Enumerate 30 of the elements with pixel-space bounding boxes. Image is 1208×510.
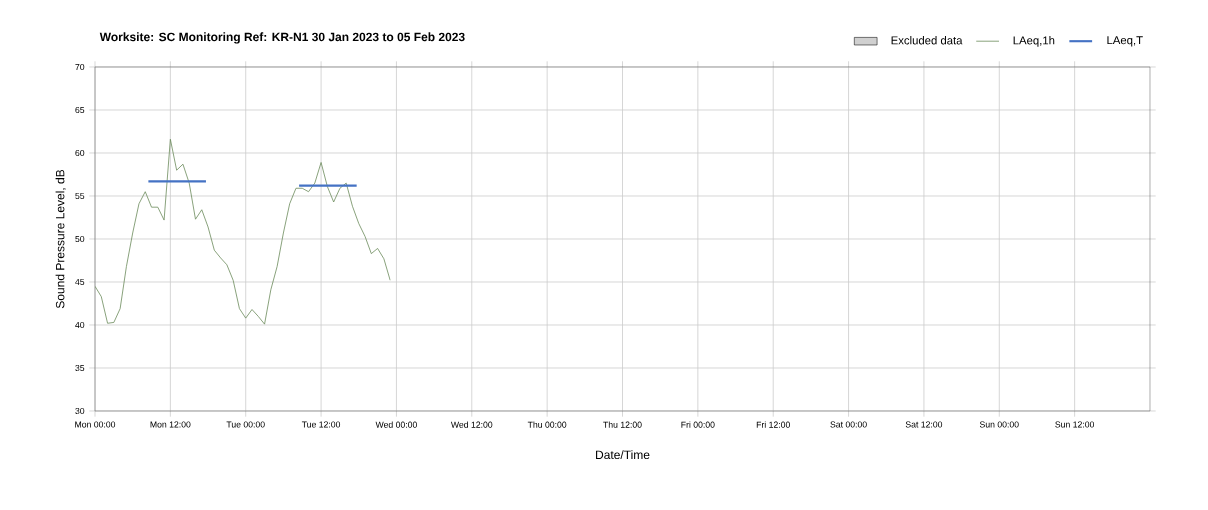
- y-tick-label: 60: [75, 149, 85, 157]
- x-tick-label: Thu 12:00: [603, 421, 642, 428]
- x-tick-label: Wed 00:00: [375, 421, 417, 428]
- y-tick-label: 30: [75, 407, 85, 415]
- x-tick-label: Fri 00:00: [681, 421, 715, 428]
- y-tick-label: 40: [75, 321, 85, 329]
- legend-label: LAeq,1h: [1013, 36, 1055, 47]
- x-tick-label: Sun 12:00: [1055, 421, 1095, 428]
- legend-label: LAeq,T: [1107, 36, 1143, 47]
- chart-title: Worksite: SC Monitoring Ref: KR-N1 30 Jan 2023 to 05 Feb 2023: [99, 32, 465, 44]
- y-tick-label: 55: [75, 192, 85, 200]
- y-tick-label: 35: [75, 364, 85, 372]
- y-axis-title: Sound Pressure Level, dB: [55, 169, 66, 309]
- legend-label: Excluded data: [891, 36, 963, 45]
- x-tick-label: Fri 12:00: [756, 421, 790, 428]
- x-tick-label: Tue 00:00: [226, 421, 265, 428]
- x-tick-label: Sat 12:00: [905, 421, 943, 428]
- y-tick-label: 45: [75, 278, 85, 286]
- line-series: [95, 138, 391, 325]
- x-tick-label: Mon 12:00: [150, 421, 191, 428]
- y-tick-label: 65: [75, 106, 85, 114]
- x-tick-label: Thu 00:00: [527, 421, 567, 428]
- x-tick-label: Sun 00:00: [979, 421, 1019, 428]
- y-tick-label: 50: [75, 235, 85, 243]
- y-tick-label: 70: [75, 63, 85, 71]
- x-tick-label: Mon 00:00: [75, 421, 116, 428]
- x-tick-label: Sat 00:00: [830, 421, 867, 428]
- x-axis-title: Date/Time: [596, 450, 650, 460]
- x-tick-label: Wed 12:00: [450, 421, 493, 428]
- x-tick-label: Tue 12:00: [301, 421, 341, 428]
